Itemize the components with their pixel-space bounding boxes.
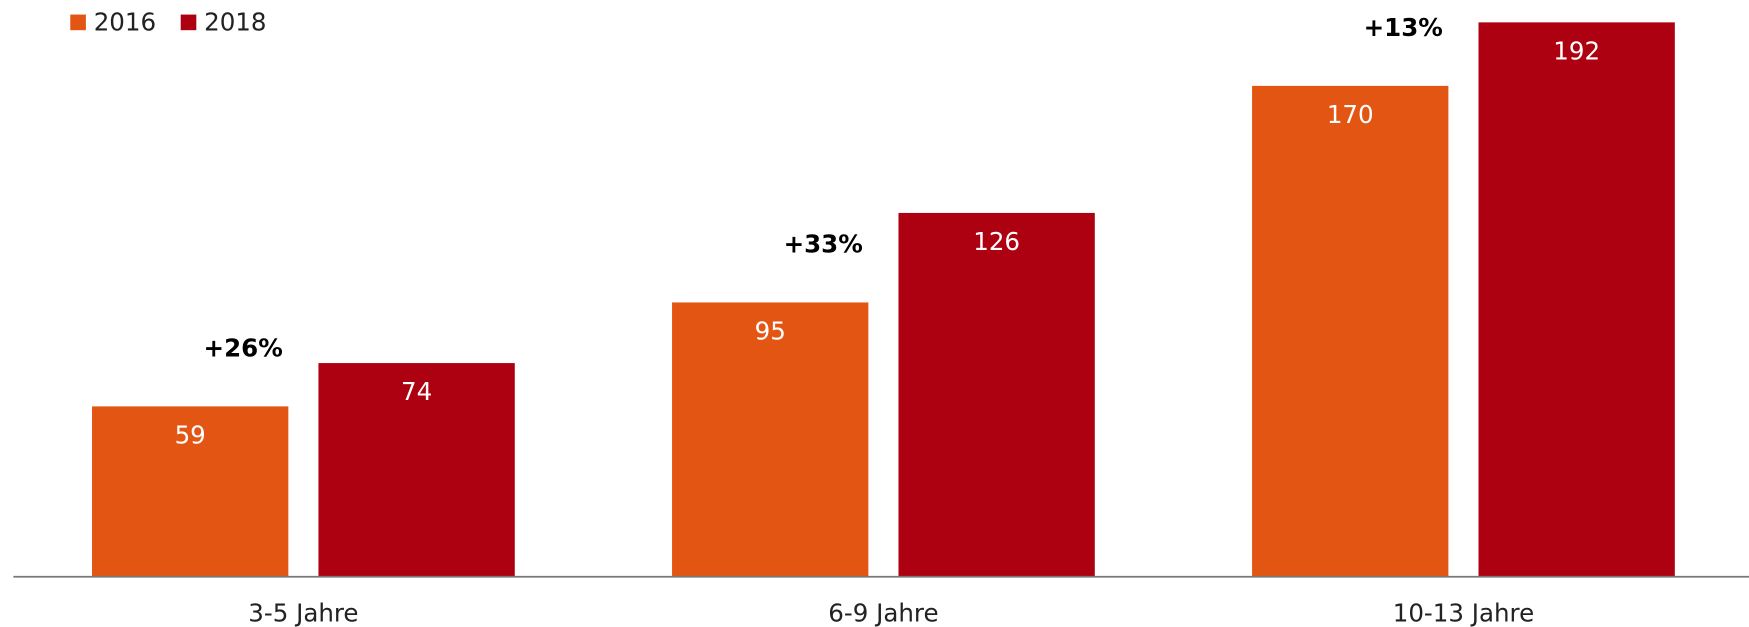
bar (92, 406, 289, 577)
bar (1478, 22, 1675, 577)
annotation: +26% (204, 334, 283, 363)
annotation: +33% (784, 230, 863, 259)
legend-label: 2018 (204, 7, 266, 36)
data-label: 170 (1327, 100, 1374, 129)
data-label: 95 (755, 317, 786, 346)
data-label: 126 (973, 227, 1020, 256)
data-label: 192 (1553, 36, 1600, 65)
bar (672, 302, 869, 577)
annotation: +13% (1364, 13, 1443, 42)
bar (1252, 85, 1449, 577)
bar (318, 363, 515, 577)
bar (898, 212, 1095, 577)
legend-label: 2016 (94, 7, 156, 36)
legend-swatch (180, 14, 197, 31)
legend-swatch (70, 14, 86, 31)
x-tick-label: 6-9 Jahre (828, 599, 938, 627)
data-label: 59 (175, 421, 206, 450)
data-label: 74 (401, 377, 432, 406)
x-tick-label: 3-5 Jahre (248, 599, 358, 627)
x-tick-label: 10-13 Jahre (1393, 599, 1534, 627)
